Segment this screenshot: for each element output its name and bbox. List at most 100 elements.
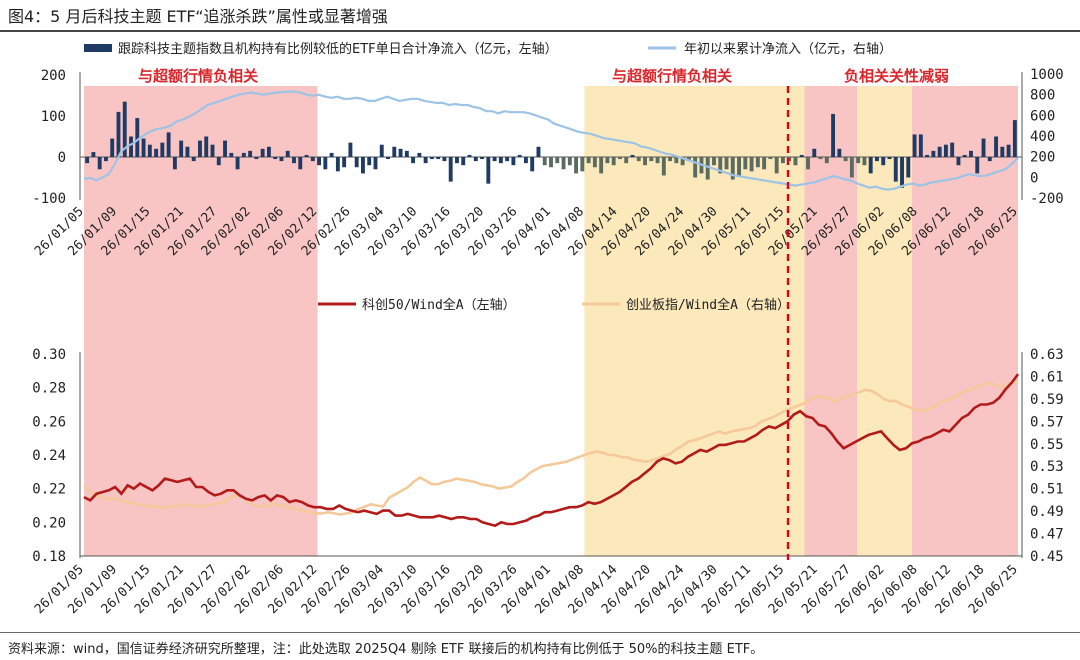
netflow-bar — [862, 157, 867, 166]
netflow-bar — [361, 157, 365, 174]
netflow-bar — [868, 157, 873, 174]
netflow-bar — [956, 157, 961, 166]
netflow-bar — [141, 138, 146, 157]
netflow-bar — [461, 157, 466, 166]
netflow-bar — [129, 136, 133, 157]
bottom-left-tick-label: 0.22 — [32, 482, 66, 498]
netflow-bar — [643, 157, 647, 166]
netflow-bar — [160, 142, 165, 157]
netflow-bar — [367, 157, 372, 166]
bottom-right-tick-label: 0.59 — [1030, 392, 1064, 408]
netflow-bar — [780, 157, 785, 164]
bottom-right-tick-label: 0.63 — [1030, 347, 1064, 363]
region-label-2: 与超额行情负相关 — [612, 67, 732, 85]
netflow-bar — [191, 157, 196, 162]
legend-chinext-label: 创业板指/Wind全A（右轴） — [626, 297, 790, 313]
pink-region-1 — [84, 86, 318, 556]
netflow-bar — [392, 146, 397, 157]
netflow-bar — [323, 157, 328, 170]
netflow-bar — [248, 150, 253, 157]
netflow-bar — [824, 157, 829, 164]
top-left-tick-label: 200 — [41, 68, 66, 84]
netflow-bar — [793, 157, 798, 166]
netflow-bar — [429, 157, 434, 160]
bottom-rule — [0, 632, 1080, 633]
top-right-tick-label: 200 — [1030, 150, 1055, 166]
annotations: 与超额行情负相关 与超额行情负相关 负相关关性减弱 — [138, 67, 949, 560]
netflow-bar — [806, 157, 810, 170]
bottom-left-tick-label: 0.18 — [32, 549, 66, 565]
netflow-bar — [386, 157, 390, 160]
netflow-bar — [925, 154, 930, 157]
netflow-bar — [1000, 146, 1005, 157]
top-left-tick-label: 100 — [41, 109, 66, 125]
netflow-bar — [856, 157, 861, 164]
netflow-bar — [567, 157, 572, 166]
netflow-bar — [310, 157, 315, 162]
netflow-bar — [417, 152, 422, 157]
netflow-bar — [116, 111, 121, 157]
legend-star50-label: 科创50/Wind全A（左轴） — [362, 297, 516, 313]
netflow-bar — [931, 150, 936, 157]
netflow-bar — [561, 157, 566, 170]
netflow-bar — [893, 157, 898, 182]
bottom-right-tick-label: 0.57 — [1030, 414, 1064, 430]
legend-bar-swatch — [84, 44, 112, 52]
pink-region-2 — [804, 86, 858, 556]
netflow-bar — [574, 157, 579, 174]
top-right-tick-label: 0 — [1030, 170, 1038, 186]
netflow-bar — [373, 157, 378, 170]
netflow-bar — [398, 148, 403, 157]
netflow-bar — [730, 157, 735, 180]
top-right-tick-label: -200 — [1030, 191, 1064, 207]
netflow-bar — [912, 134, 917, 157]
netflow-bar — [317, 157, 322, 166]
netflow-bar — [172, 157, 177, 170]
netflow-bar — [630, 154, 635, 157]
netflow-bar — [712, 157, 716, 166]
bottom-left-tick-label: 0.24 — [32, 448, 66, 464]
bottom-left-tick-label: 0.28 — [32, 381, 66, 397]
netflow-bar — [198, 140, 202, 157]
netflow-bar — [204, 136, 209, 157]
netflow-bar — [599, 157, 604, 174]
netflow-bar — [455, 157, 459, 164]
netflow-bar — [611, 157, 616, 166]
netflow-bar — [354, 157, 359, 168]
netflow-bar — [737, 157, 741, 176]
netflow-bar — [1006, 144, 1011, 157]
netflow-bar — [900, 157, 904, 188]
netflow-bar — [962, 154, 967, 157]
netflow-bar — [379, 144, 384, 157]
bottom-right-tick-label: 0.49 — [1030, 504, 1064, 520]
netflow-bar — [686, 157, 691, 162]
netflow-bar — [1012, 120, 1017, 157]
netflow-bar — [755, 157, 760, 168]
netflow-bar — [517, 154, 522, 157]
netflow-bar — [649, 157, 654, 162]
chart-canvas: -1000100200-2000200400600800100026/01/05… — [32, 41, 1064, 617]
netflow-bar — [480, 157, 484, 160]
netflow-bar — [103, 157, 108, 162]
netflow-bar — [937, 146, 942, 157]
netflow-bar — [975, 157, 980, 174]
netflow-bar — [423, 157, 428, 164]
netflow-bar — [549, 157, 553, 168]
netflow-bar — [849, 157, 854, 178]
netflow-bar — [837, 148, 842, 157]
netflow-bar — [636, 157, 641, 162]
netflow-bar — [843, 157, 848, 162]
netflow-bar — [185, 146, 190, 157]
bottom-left-tick-label: 0.26 — [32, 414, 66, 430]
netflow-bar — [467, 154, 472, 157]
netflow-bar — [260, 148, 265, 157]
legend-cum-label: 年初以来累计净流入（亿元，右轴） — [684, 42, 892, 57]
netflow-bar — [498, 157, 503, 164]
netflow-bar — [448, 157, 453, 182]
netflow-bar — [743, 157, 748, 170]
netflow-bar — [536, 146, 541, 157]
netflow-bar — [304, 154, 309, 157]
netflow-bar — [768, 157, 773, 160]
netflow-bar — [166, 132, 171, 157]
netflow-bar — [818, 157, 823, 160]
